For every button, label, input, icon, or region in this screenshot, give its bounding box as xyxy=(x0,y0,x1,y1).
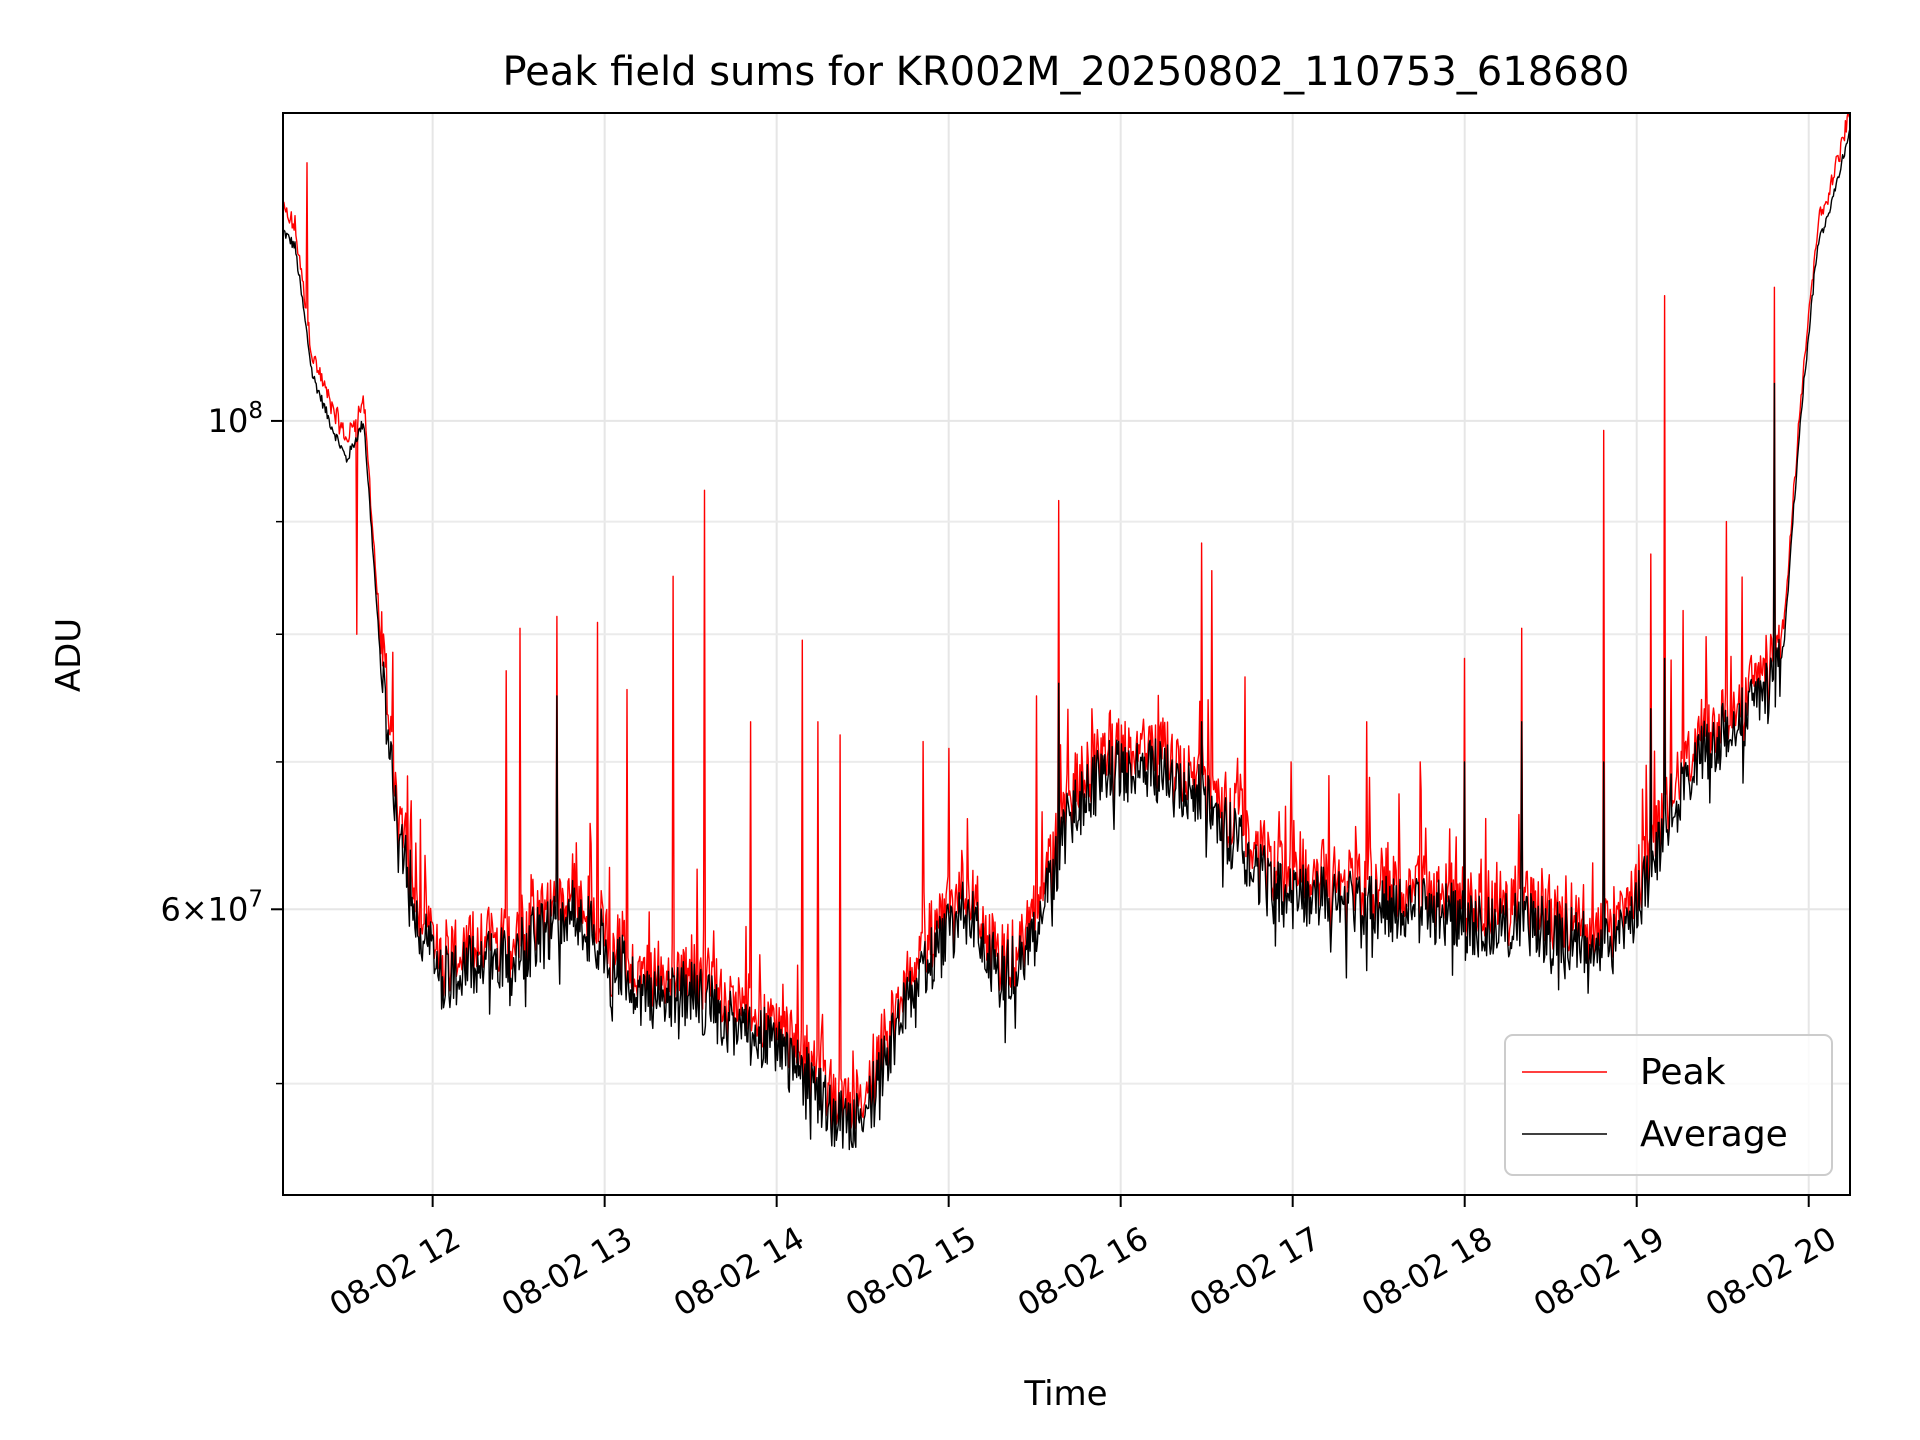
y-tick-label: 6×107 xyxy=(160,886,263,928)
legend: Peak Average xyxy=(1504,1034,1833,1176)
plot-frame xyxy=(282,112,1851,1196)
y-axis-title: ADU xyxy=(49,618,89,692)
legend-label-peak: Peak xyxy=(1640,1052,1726,1093)
legend-label-average: Average xyxy=(1640,1114,1788,1155)
legend-box xyxy=(1504,1034,1833,1176)
grid xyxy=(283,113,1850,1195)
x-axis-title: Time xyxy=(1023,1374,1107,1414)
plot-area xyxy=(283,113,1850,1151)
series-average-line xyxy=(283,128,1850,1151)
chart-title: Peak field sums for KR002M_20250802_1107… xyxy=(502,49,1629,95)
